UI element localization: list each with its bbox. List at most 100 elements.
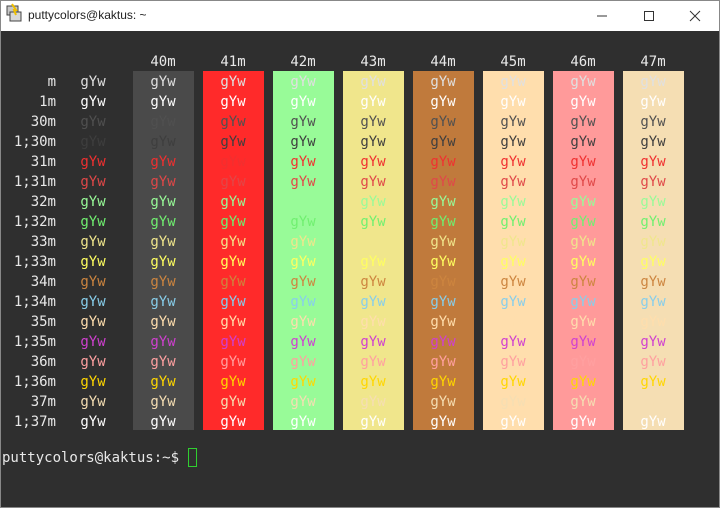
color-sample: gYw xyxy=(500,174,526,190)
color-sample: gYw xyxy=(570,334,596,350)
color-sample: gYw xyxy=(220,94,246,110)
color-sample: gYw xyxy=(220,314,246,330)
color-sample: gYw xyxy=(500,314,526,330)
column-header: 44m xyxy=(430,54,455,70)
color-sample: gYw xyxy=(360,94,386,110)
color-sample: gYw xyxy=(290,114,316,130)
color-sample: gYw xyxy=(290,94,316,110)
color-sample: gYw xyxy=(290,274,316,290)
color-sample: gYw xyxy=(500,374,526,390)
color-sample: gYw xyxy=(80,374,106,390)
color-sample: gYw xyxy=(640,114,666,130)
color-sample: gYw xyxy=(220,334,246,350)
color-sample: gYw xyxy=(290,234,316,250)
color-sample: gYw xyxy=(570,134,596,150)
color-sample: gYw xyxy=(220,114,246,130)
color-sample: gYw xyxy=(360,254,386,270)
color-sample: gYw xyxy=(290,154,316,170)
color-sample: gYw xyxy=(570,274,596,290)
color-sample: gYw xyxy=(640,194,666,210)
color-sample: gYw xyxy=(150,354,176,370)
color-sample: gYw xyxy=(640,374,666,390)
color-sample: gYw xyxy=(220,294,246,310)
color-sample: gYw xyxy=(360,214,386,230)
color-sample: gYw xyxy=(570,174,596,190)
color-sample: gYw xyxy=(220,134,246,150)
color-sample: gYw xyxy=(150,334,176,350)
color-sample: gYw xyxy=(360,414,386,430)
column-header: 46m xyxy=(570,54,595,70)
column-background xyxy=(483,71,544,430)
maximize-button[interactable] xyxy=(644,11,654,21)
color-sample: gYw xyxy=(220,354,246,370)
color-sample: gYw xyxy=(500,294,526,310)
row-label: 1;30m xyxy=(14,134,56,150)
color-sample: gYw xyxy=(500,254,526,270)
color-sample: gYw xyxy=(570,154,596,170)
column-header: 43m xyxy=(360,54,385,70)
color-sample: gYw xyxy=(640,354,666,370)
color-sample: gYw xyxy=(640,234,666,250)
color-sample: gYw xyxy=(570,194,596,210)
color-sample: gYw xyxy=(290,174,316,190)
column-header: 47m xyxy=(640,54,665,70)
color-sample: gYw xyxy=(290,294,316,310)
color-sample: gYw xyxy=(150,254,176,270)
color-sample: gYw xyxy=(500,274,526,290)
color-sample: gYw xyxy=(500,414,526,430)
color-sample: gYw xyxy=(430,74,456,90)
color-sample: gYw xyxy=(150,314,176,330)
row-label: 33m xyxy=(31,234,56,250)
color-sample: gYw xyxy=(640,94,666,110)
color-sample: gYw xyxy=(290,394,316,410)
column-background xyxy=(203,71,264,430)
column-background xyxy=(553,71,614,430)
color-sample: gYw xyxy=(570,94,596,110)
color-sample: gYw xyxy=(290,314,316,330)
color-sample: gYw xyxy=(430,294,456,310)
color-sample: gYw xyxy=(640,74,666,90)
color-sample: gYw xyxy=(220,154,246,170)
color-sample: gYw xyxy=(640,334,666,350)
color-sample: gYw xyxy=(80,94,106,110)
column-header: 42m xyxy=(290,54,315,70)
row-label: 1;32m xyxy=(14,214,56,230)
color-sample: gYw xyxy=(430,194,456,210)
color-sample: gYw xyxy=(500,354,526,370)
color-sample: gYw xyxy=(430,414,456,430)
color-sample: gYw xyxy=(430,394,456,410)
color-sample: gYw xyxy=(80,194,106,210)
color-sample: gYw xyxy=(640,214,666,230)
color-sample: gYw xyxy=(80,294,106,310)
column-background xyxy=(273,71,334,430)
color-sample: gYw xyxy=(150,154,176,170)
color-sample: gYw xyxy=(640,274,666,290)
color-sample: gYw xyxy=(220,234,246,250)
color-sample: gYw xyxy=(360,154,386,170)
color-sample: gYw xyxy=(220,414,246,430)
color-sample: gYw xyxy=(360,74,386,90)
color-sample: gYw xyxy=(430,94,456,110)
color-sample: gYw xyxy=(570,254,596,270)
color-sample: gYw xyxy=(430,154,456,170)
color-sample: gYw xyxy=(500,114,526,130)
color-sample: gYw xyxy=(290,354,316,370)
row-label: 32m xyxy=(31,194,56,210)
color-sample: gYw xyxy=(500,334,526,350)
color-sample: gYw xyxy=(500,234,526,250)
color-sample: gYw xyxy=(290,254,316,270)
color-sample: gYw xyxy=(290,374,316,390)
color-sample: gYw xyxy=(220,254,246,270)
row-label: 1;33m xyxy=(14,254,56,270)
close-button[interactable] xyxy=(689,10,701,22)
color-sample: gYw xyxy=(150,274,176,290)
color-sample: gYw xyxy=(430,314,456,330)
color-sample: gYw xyxy=(570,114,596,130)
row-label: 1m xyxy=(39,94,56,110)
color-sample: gYw xyxy=(220,394,246,410)
color-sample: gYw xyxy=(640,394,666,410)
color-sample: gYw xyxy=(430,254,456,270)
row-label: m xyxy=(48,74,56,90)
column-background xyxy=(343,71,404,430)
